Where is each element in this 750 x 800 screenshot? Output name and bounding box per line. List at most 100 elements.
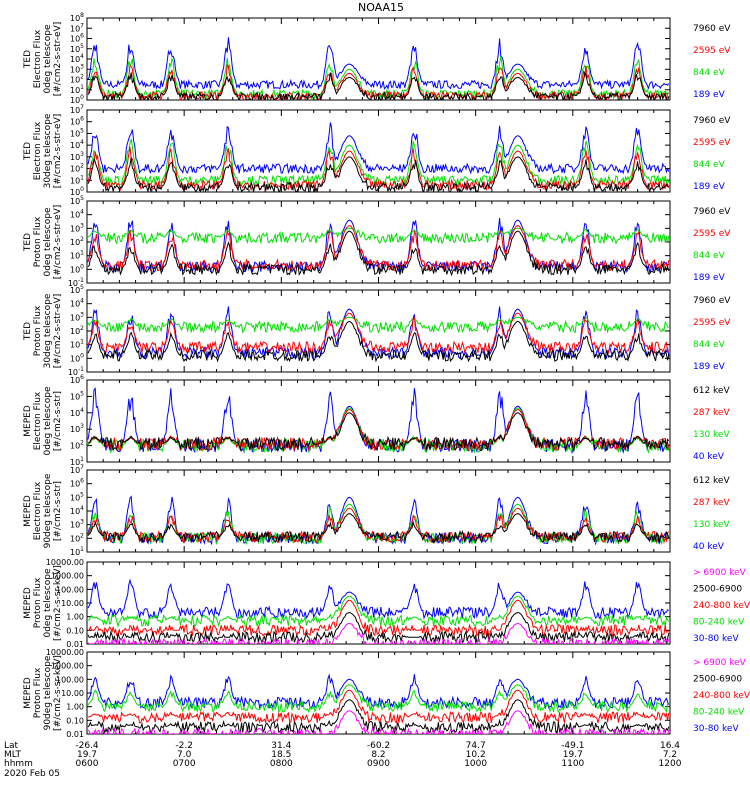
legend-entry: 287 keV xyxy=(693,498,730,508)
panel-5: 101 102 103 104 105 106 MEPED Electron Flux 0deg… xyxy=(23,374,730,467)
y-axis-label: Proton Flux xyxy=(33,305,43,356)
y-tick-exponent: 5 xyxy=(80,43,84,50)
y-tick-label: 100.00 xyxy=(56,585,84,594)
y-tick-label: 0.01 xyxy=(66,640,84,649)
series-line-2500-6900 xyxy=(87,612,670,644)
y-tick-exponent: 7 xyxy=(80,104,84,111)
y-axis-label: [#/cm2-s-str] xyxy=(53,481,63,541)
y-tick-exponent: 6 xyxy=(80,478,84,485)
y-axis-label: Electron Flux xyxy=(33,121,43,180)
series-line-612-kev xyxy=(87,513,670,544)
y-tick-exponent: 3 xyxy=(80,151,84,158)
x-tick-label: 1000 xyxy=(464,759,487,769)
y-tick-label: 104 xyxy=(70,139,84,150)
y-tick-label: 10-1 xyxy=(68,277,84,288)
panel-frame xyxy=(86,651,671,735)
y-tick-label: 103 xyxy=(70,519,84,530)
y-tick-label: 104 xyxy=(70,209,84,220)
y-tick-label: 100 xyxy=(70,186,84,197)
y-tick-label: 107 xyxy=(70,464,84,475)
y-tick-exponent: 1 xyxy=(80,84,84,91)
x-tick-label: -60.2 xyxy=(367,741,390,751)
y-tick-label: 101 xyxy=(70,84,84,95)
y-axis-label: Proton Flux xyxy=(33,577,43,628)
y-tick-label: 106 xyxy=(70,374,84,385)
series-line-189-ev xyxy=(87,37,670,91)
y-tick-label: 106 xyxy=(70,478,84,489)
x-tick-label: 0700 xyxy=(173,759,196,769)
series-group xyxy=(87,673,670,734)
series-line--6900-kev xyxy=(87,710,670,734)
panel-8: 0.01 0.10 1.00 10.00 100.00 1000.00 10000.00 ME… xyxy=(23,648,750,739)
y-tick-exponent: 2 xyxy=(80,532,84,539)
y-tick-label: 104 xyxy=(70,505,84,516)
legend-entry: 80-240 keV xyxy=(693,708,745,718)
y-tick-label: 101 xyxy=(70,250,84,261)
y-tick-label: 102 xyxy=(70,325,84,336)
x-tick-label: 16.4 xyxy=(660,741,680,751)
legend-entry: 7960 eV xyxy=(693,296,731,306)
y-axis-label: TED xyxy=(23,322,33,341)
series-line-2500-6900 xyxy=(87,699,670,734)
y-axis-label: Proton Flux xyxy=(33,216,43,267)
legend-entry: 612 keV xyxy=(693,386,730,396)
y-tick-exponent: 2 xyxy=(80,74,84,81)
y-tick-label: 105 xyxy=(70,491,84,502)
y-axis-label: MEPED xyxy=(23,495,33,527)
series-line-189-ev xyxy=(87,306,670,361)
y-tick-exponent: 5 xyxy=(80,127,84,134)
series-line-844-ev xyxy=(87,227,670,245)
legend-entry: 189 eV xyxy=(693,182,726,192)
y-tick-label: 107 xyxy=(70,22,84,33)
x-tick-label: 1200 xyxy=(659,759,682,769)
y-tick-label: 105 xyxy=(70,390,84,401)
series-line-40-kev xyxy=(87,387,670,454)
legend-entry: 2500-6900 xyxy=(693,585,742,595)
y-axis-label: 30deg telescope xyxy=(43,293,53,368)
y-tick-exponent: -1 xyxy=(78,366,84,373)
panel-6: 101 102 103 104 105 106 107 MEPED Electron Flux 9… xyxy=(23,464,730,557)
legend-entry: 240-800 keV xyxy=(693,691,750,701)
date-label: 2020 Feb 05 xyxy=(4,769,60,779)
y-tick-label: 10.00 xyxy=(61,689,84,698)
legend-entry: 7960 eV xyxy=(693,116,731,126)
panel-7: 0.01 0.10 1.00 10.00 100.00 1000.00 10000.00 ME… xyxy=(23,558,750,649)
x-row-label: Lat xyxy=(4,741,19,751)
y-tick-label: 101 xyxy=(70,339,84,350)
y-tick-label: 105 xyxy=(70,195,84,206)
y-tick-exponent: 0 xyxy=(80,352,84,359)
y-tick-label: 105 xyxy=(70,127,84,138)
series-line-7960-ev xyxy=(87,320,670,363)
y-tick-exponent: 7 xyxy=(80,464,84,471)
x-tick-label: 18.5 xyxy=(271,750,291,760)
plot-title: NOAA15 xyxy=(358,1,404,14)
y-tick-label: 100.00 xyxy=(56,675,84,684)
series-line-2595-ev xyxy=(87,146,670,192)
y-axis-label: [#/cm2-s-str-eV] xyxy=(53,22,63,97)
series-group xyxy=(87,218,670,277)
y-tick-exponent: 2 xyxy=(80,440,84,447)
y-tick-label: 104 xyxy=(70,298,84,309)
legend-entry: 189 eV xyxy=(693,90,726,100)
legend-entry: 2595 eV xyxy=(693,229,731,239)
x-row-label: hhmm xyxy=(4,759,33,769)
y-axis-label: 0deg telescope xyxy=(43,24,53,94)
y-tick-label: 103 xyxy=(70,222,84,233)
y-axis-label: MEPED xyxy=(23,405,33,437)
series-group xyxy=(87,306,670,363)
x-tick-label: 74.7 xyxy=(466,741,486,751)
x-tick-label: 1100 xyxy=(561,759,584,769)
y-tick-label: 100 xyxy=(70,94,84,105)
y-axis-label: MEPED xyxy=(23,587,33,619)
y-tick-label: 103 xyxy=(70,311,84,322)
x-tick-label: 8.2 xyxy=(371,750,385,760)
y-tick-exponent: 0 xyxy=(80,263,84,270)
y-tick-label: 10.00 xyxy=(61,599,84,608)
y-tick-label: 103 xyxy=(70,423,84,434)
series-line--6900-kev xyxy=(87,622,670,644)
y-tick-exponent: 4 xyxy=(80,139,84,146)
x-tick-label: -2.2 xyxy=(175,741,193,751)
